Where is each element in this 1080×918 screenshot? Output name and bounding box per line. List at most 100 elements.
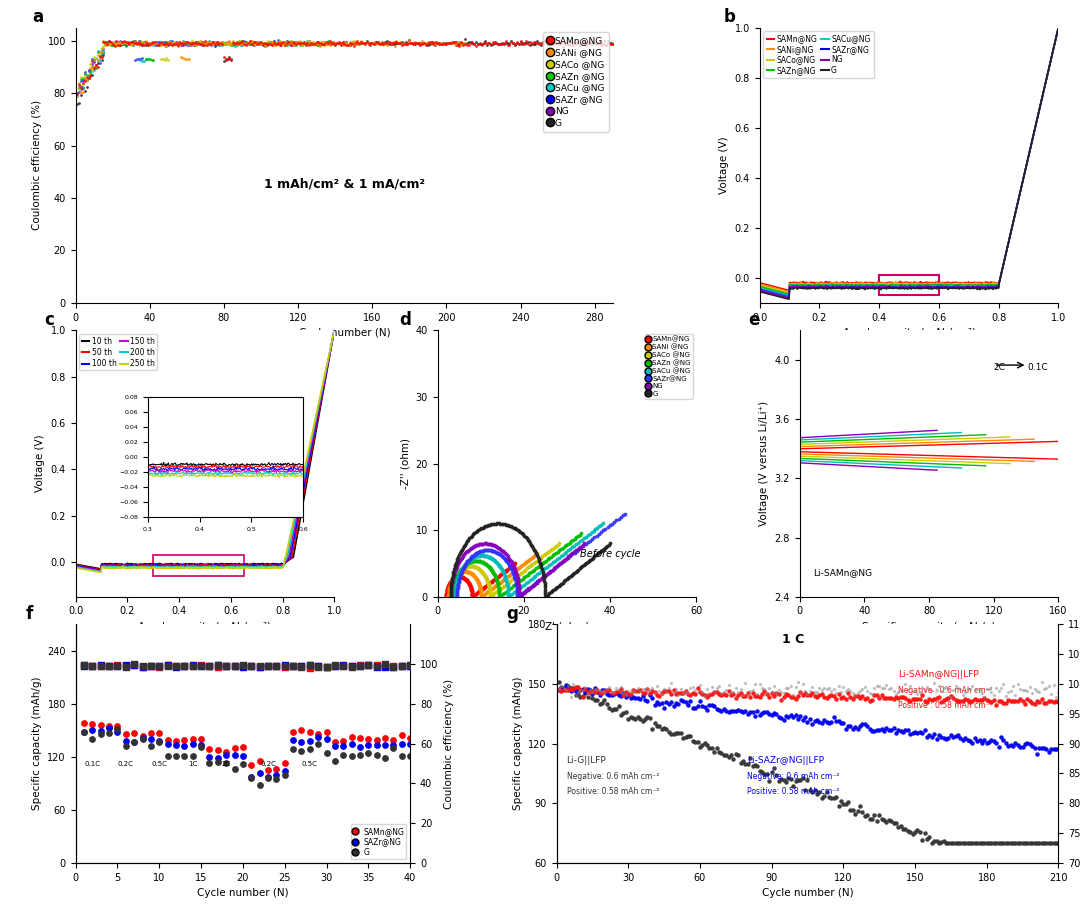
Point — [404, 36, 421, 50]
Point — [475, 548, 492, 563]
Point — [369, 36, 387, 50]
Point — [156, 36, 173, 50]
Point — [202, 36, 219, 50]
Point — [87, 60, 105, 74]
Point — [715, 687, 732, 701]
Point — [305, 37, 322, 51]
Point — [536, 571, 553, 586]
Point — [570, 542, 588, 556]
Point — [82, 67, 99, 82]
Point — [515, 577, 532, 592]
Point — [497, 553, 514, 567]
Point — [455, 38, 472, 52]
Point — [98, 38, 116, 52]
Point — [347, 36, 364, 50]
Point — [1012, 682, 1029, 697]
Point — [1007, 835, 1024, 850]
Point — [313, 35, 330, 50]
Point — [562, 549, 579, 564]
Point — [482, 583, 499, 598]
Point — [449, 577, 467, 592]
Point — [476, 568, 494, 583]
Point — [429, 36, 446, 50]
Point — [539, 559, 556, 574]
Point — [254, 36, 271, 50]
Point — [515, 564, 532, 578]
Point — [591, 697, 608, 711]
Point — [267, 37, 284, 51]
Point — [847, 807, 864, 822]
Point — [184, 35, 201, 50]
Point — [100, 37, 118, 51]
Point — [202, 37, 219, 51]
Point — [672, 686, 689, 700]
Point — [323, 35, 340, 50]
Point — [467, 570, 484, 585]
Point — [568, 36, 585, 50]
Point — [811, 688, 828, 702]
Point — [145, 37, 162, 51]
Point — [215, 37, 232, 51]
Point — [96, 38, 113, 52]
Point — [450, 569, 468, 584]
Point — [440, 36, 457, 50]
Point — [981, 734, 998, 749]
Point — [220, 50, 238, 65]
Point — [91, 45, 108, 60]
Point — [453, 569, 470, 584]
Point — [849, 688, 866, 703]
Point — [226, 658, 243, 673]
Point — [147, 36, 164, 50]
Point — [914, 688, 931, 702]
Point — [87, 57, 105, 72]
Point — [772, 711, 789, 725]
Point — [338, 38, 355, 52]
Point — [108, 36, 125, 50]
Point — [280, 36, 297, 50]
Point — [799, 715, 816, 730]
Point — [580, 554, 597, 568]
Point — [513, 586, 530, 600]
Point — [160, 35, 177, 50]
Point — [235, 34, 253, 49]
Point — [447, 572, 464, 587]
Point — [391, 36, 408, 50]
Point — [238, 37, 255, 51]
Point — [642, 683, 659, 698]
Point — [197, 36, 214, 50]
Point — [90, 43, 107, 58]
Point — [360, 657, 377, 672]
Point — [813, 791, 831, 806]
Point — [330, 35, 348, 50]
Point — [486, 572, 503, 587]
Point — [442, 586, 459, 600]
Point — [507, 574, 524, 588]
Point — [432, 36, 449, 50]
Point — [720, 684, 738, 699]
Point — [321, 38, 338, 52]
Point — [315, 35, 333, 50]
Point — [141, 37, 159, 51]
Point — [490, 557, 508, 572]
Point — [605, 685, 622, 700]
Point — [465, 554, 483, 568]
Point — [276, 658, 294, 673]
Point — [279, 33, 296, 48]
Point — [440, 588, 457, 602]
Point — [310, 659, 327, 674]
Point — [308, 37, 325, 51]
Point — [141, 51, 159, 66]
Point — [514, 527, 531, 542]
Point — [261, 37, 279, 51]
Point — [829, 678, 847, 693]
Point — [352, 35, 369, 50]
Point — [456, 571, 473, 586]
Point — [455, 565, 472, 579]
Point — [441, 577, 458, 591]
Point — [693, 738, 711, 753]
Point — [70, 81, 87, 95]
Point — [488, 36, 505, 50]
Point — [703, 679, 720, 694]
Point — [235, 36, 253, 50]
Point — [228, 38, 245, 52]
